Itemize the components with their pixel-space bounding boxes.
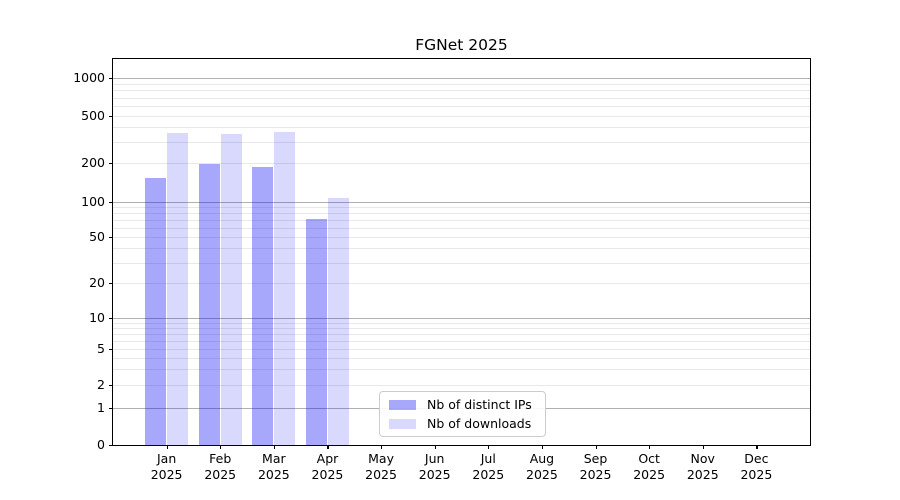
y-tick-label-1000: 1000: [73, 70, 105, 85]
x-tick-label-oct: Oct 2025: [633, 451, 666, 482]
y-tick-label-20: 20: [89, 275, 105, 290]
legend-swatch-distinct-ips: [389, 399, 416, 410]
minor-gridline-4: [113, 357, 810, 359]
legend-item-distinct-ips: Nb of distinct IPs: [389, 397, 545, 413]
minor-gridline-80: [113, 213, 810, 215]
y-tick-label-2: 2: [97, 377, 105, 392]
bar-distinct-ips-apr: [305, 219, 327, 445]
legend-swatch-downloads: [389, 418, 416, 429]
minor-gridline-700: [113, 97, 810, 99]
x-tick-apr: [327, 445, 329, 449]
y-tick-label-0: 0: [97, 437, 105, 452]
major-gridline-10: [113, 318, 810, 319]
minor-gridline-60: [113, 227, 810, 229]
y-tick-2: [109, 385, 113, 387]
bar-downloads-apr: [328, 197, 350, 445]
y-tick-label-5: 5: [97, 341, 105, 356]
minor-gridline-7: [113, 333, 810, 335]
minor-gridline-500: [113, 116, 810, 117]
x-tick-label-sep: Sep 2025: [579, 451, 612, 482]
x-tick-jan: [166, 445, 168, 449]
x-tick-sep: [595, 445, 597, 449]
minor-gridline-400: [113, 127, 810, 129]
legend-label-downloads: Nb of downloads: [427, 415, 532, 431]
x-tick-label-nov: Nov 2025: [686, 451, 719, 482]
minor-gridline-8: [113, 327, 810, 329]
y-tick-label-50: 50: [89, 229, 105, 244]
y-tick-label-1: 1: [97, 400, 105, 415]
minor-gridline-200: [113, 163, 810, 164]
minor-gridline-40: [113, 248, 810, 250]
y-tick-label-100: 100: [81, 194, 105, 209]
x-tick-label-jul: Jul 2025: [472, 451, 505, 482]
y-tick-10: [109, 318, 113, 320]
major-gridline-100: [113, 202, 810, 203]
minor-gridline-9: [113, 322, 810, 324]
y-tick-500: [109, 116, 113, 118]
y-tick-200: [109, 163, 113, 165]
minor-gridline-90: [113, 207, 810, 209]
y-tick-1: [109, 408, 113, 410]
minor-gridline-50: [113, 237, 810, 238]
bar-distinct-ips-mar: [252, 167, 274, 445]
legend-item-downloads: Nb of downloads: [389, 416, 545, 432]
x-tick-oct: [649, 445, 651, 449]
y-tick-5: [109, 349, 113, 351]
minor-gridline-20: [113, 283, 810, 284]
bar-downloads-jan: [167, 132, 189, 445]
minor-gridline-800: [113, 90, 810, 92]
y-tick-label-200: 200: [81, 155, 105, 170]
x-tick-mar: [273, 445, 276, 449]
x-tick-label-aug: Aug 2025: [526, 451, 558, 482]
y-tick-50: [109, 237, 113, 239]
y-tick-1000: [109, 78, 113, 80]
bar-distinct-ips-feb: [198, 164, 220, 445]
x-tick-feb: [220, 445, 222, 449]
bar-distinct-ips-jan: [145, 178, 166, 445]
y-tick-label-10: 10: [89, 310, 105, 325]
x-tick-jul: [488, 445, 490, 449]
bar-downloads-feb: [220, 134, 242, 445]
legend-label-distinct-ips: Nb of distinct IPs: [427, 396, 532, 412]
x-tick-label-feb: Feb 2025: [204, 451, 237, 482]
plot-area: [113, 59, 810, 445]
x-tick-label-jan: Jan 2025: [150, 451, 183, 482]
minor-gridline-300: [113, 142, 810, 144]
minor-gridline-600: [113, 106, 810, 107]
x-tick-nov: [702, 445, 704, 449]
y-tick-label-500: 500: [81, 108, 105, 123]
minor-gridline-5: [113, 349, 810, 350]
y-tick-100: [109, 202, 113, 204]
bar-downloads-mar: [274, 131, 296, 445]
x-tick-label-apr: Apr 2025: [311, 451, 344, 482]
minor-gridline-2: [113, 385, 810, 386]
x-tick-label-dec: Dec 2025: [740, 451, 773, 482]
minor-gridline-70: [113, 220, 810, 221]
minor-gridline-6: [113, 340, 810, 342]
y-tick-20: [109, 283, 113, 285]
legend: Nb of distinct IPs Nb of downloads: [379, 391, 546, 437]
x-tick-jun: [434, 445, 436, 449]
chart-title: FGNet 2025: [415, 36, 508, 54]
major-gridline-1000: [113, 78, 810, 79]
minor-gridline-30: [113, 262, 810, 264]
x-tick-aug: [541, 445, 544, 449]
x-tick-label-jun: Jun 2025: [418, 451, 451, 482]
y-tick-0: [109, 445, 113, 447]
minor-gridline-900: [113, 83, 810, 85]
x-tick-label-may: May 2025: [365, 451, 397, 482]
x-tick-may: [381, 445, 383, 449]
x-tick-label-mar: Mar 2025: [257, 451, 290, 482]
x-tick-dec: [756, 445, 758, 449]
minor-gridline-3: [113, 369, 810, 371]
